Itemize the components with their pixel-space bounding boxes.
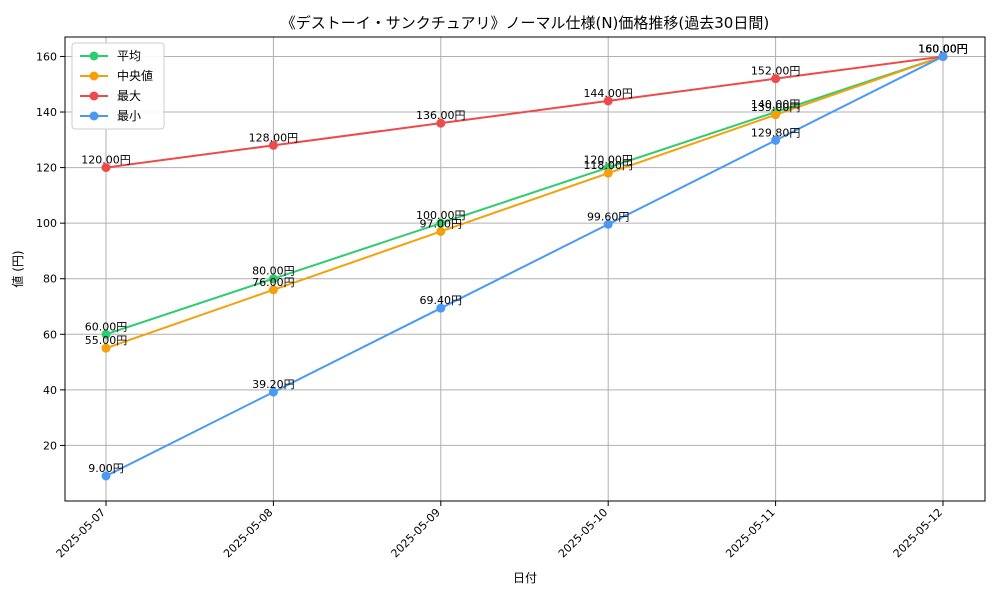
data-point	[771, 135, 781, 145]
data-point	[101, 471, 111, 481]
data-label: 100.00円	[416, 209, 466, 222]
data-point	[436, 226, 446, 236]
data-label: 39.20円	[252, 378, 295, 391]
data-label: 60.00円	[85, 320, 128, 333]
legend-marker	[89, 71, 99, 81]
data-label: 160.00円	[918, 42, 968, 55]
data-point	[268, 387, 278, 397]
y-tick-label: 80	[43, 273, 57, 286]
data-point	[268, 285, 278, 295]
data-point	[771, 74, 781, 84]
data-label: 160.00円	[918, 42, 968, 55]
data-label: 99.60円	[587, 210, 630, 223]
x-axis-label: 日付	[513, 571, 537, 585]
legend-label: 最小	[117, 109, 141, 123]
data-point	[603, 96, 613, 106]
data-label: 140.00円	[751, 98, 801, 111]
data-label: 9.00円	[88, 462, 124, 475]
data-label: 120.00円	[583, 154, 633, 167]
data-label: 76.00円	[252, 276, 295, 289]
chart-title: 《デストーイ・サンクチュアリ》ノーマル仕様(N)価格推移(過去30日間)	[281, 14, 769, 32]
data-label: 118.00円	[583, 159, 633, 172]
series-line	[105, 55, 944, 336]
data-label: 55.00円	[85, 334, 128, 347]
data-label: 160.00円	[918, 42, 968, 55]
data-point	[268, 274, 278, 284]
y-tick-label: 140	[36, 106, 57, 119]
y-tick-label: 60	[43, 328, 57, 341]
y-tick-label: 120	[36, 162, 57, 175]
series-line	[105, 55, 944, 350]
data-label: 80.00円	[252, 265, 295, 278]
legend-label: 最大	[117, 89, 141, 103]
y-tick-label: 20	[43, 439, 57, 452]
legend-label: 平均	[117, 49, 141, 63]
data-point	[771, 110, 781, 120]
data-point	[101, 329, 111, 339]
data-label: 97.00円	[420, 217, 463, 230]
data-point	[436, 303, 446, 313]
data-point	[603, 219, 613, 229]
data-point	[101, 343, 111, 353]
legend-marker	[89, 51, 99, 61]
legend-label: 中央値	[117, 68, 153, 83]
series-line	[105, 55, 944, 477]
legend-marker	[89, 111, 99, 121]
y-axis-label: 値 (円)	[10, 250, 25, 287]
data-label: 152.00円	[751, 65, 801, 78]
y-tick-label: 40	[43, 384, 57, 397]
data-label: 136.00円	[416, 109, 466, 122]
data-point	[436, 218, 446, 228]
y-tick-label: 100	[36, 217, 57, 230]
data-label: 120.00円	[81, 154, 131, 167]
data-point	[938, 51, 948, 61]
series-line	[105, 55, 944, 169]
data-point	[436, 118, 446, 128]
legend-box	[71, 42, 165, 130]
data-label: 129.80円	[751, 126, 801, 139]
data-point	[101, 163, 111, 173]
data-point	[603, 168, 613, 178]
y-tick-label: 160	[36, 50, 57, 63]
data-label: 144.00円	[583, 87, 633, 100]
plot-area-frame	[64, 36, 986, 502]
data-label: 69.40円	[420, 294, 463, 307]
data-point	[268, 140, 278, 150]
data-label: 128.00円	[249, 131, 299, 144]
legend-marker	[89, 91, 99, 101]
data-label: 139.00円	[751, 101, 801, 114]
data-label: 160.00円	[918, 42, 968, 55]
